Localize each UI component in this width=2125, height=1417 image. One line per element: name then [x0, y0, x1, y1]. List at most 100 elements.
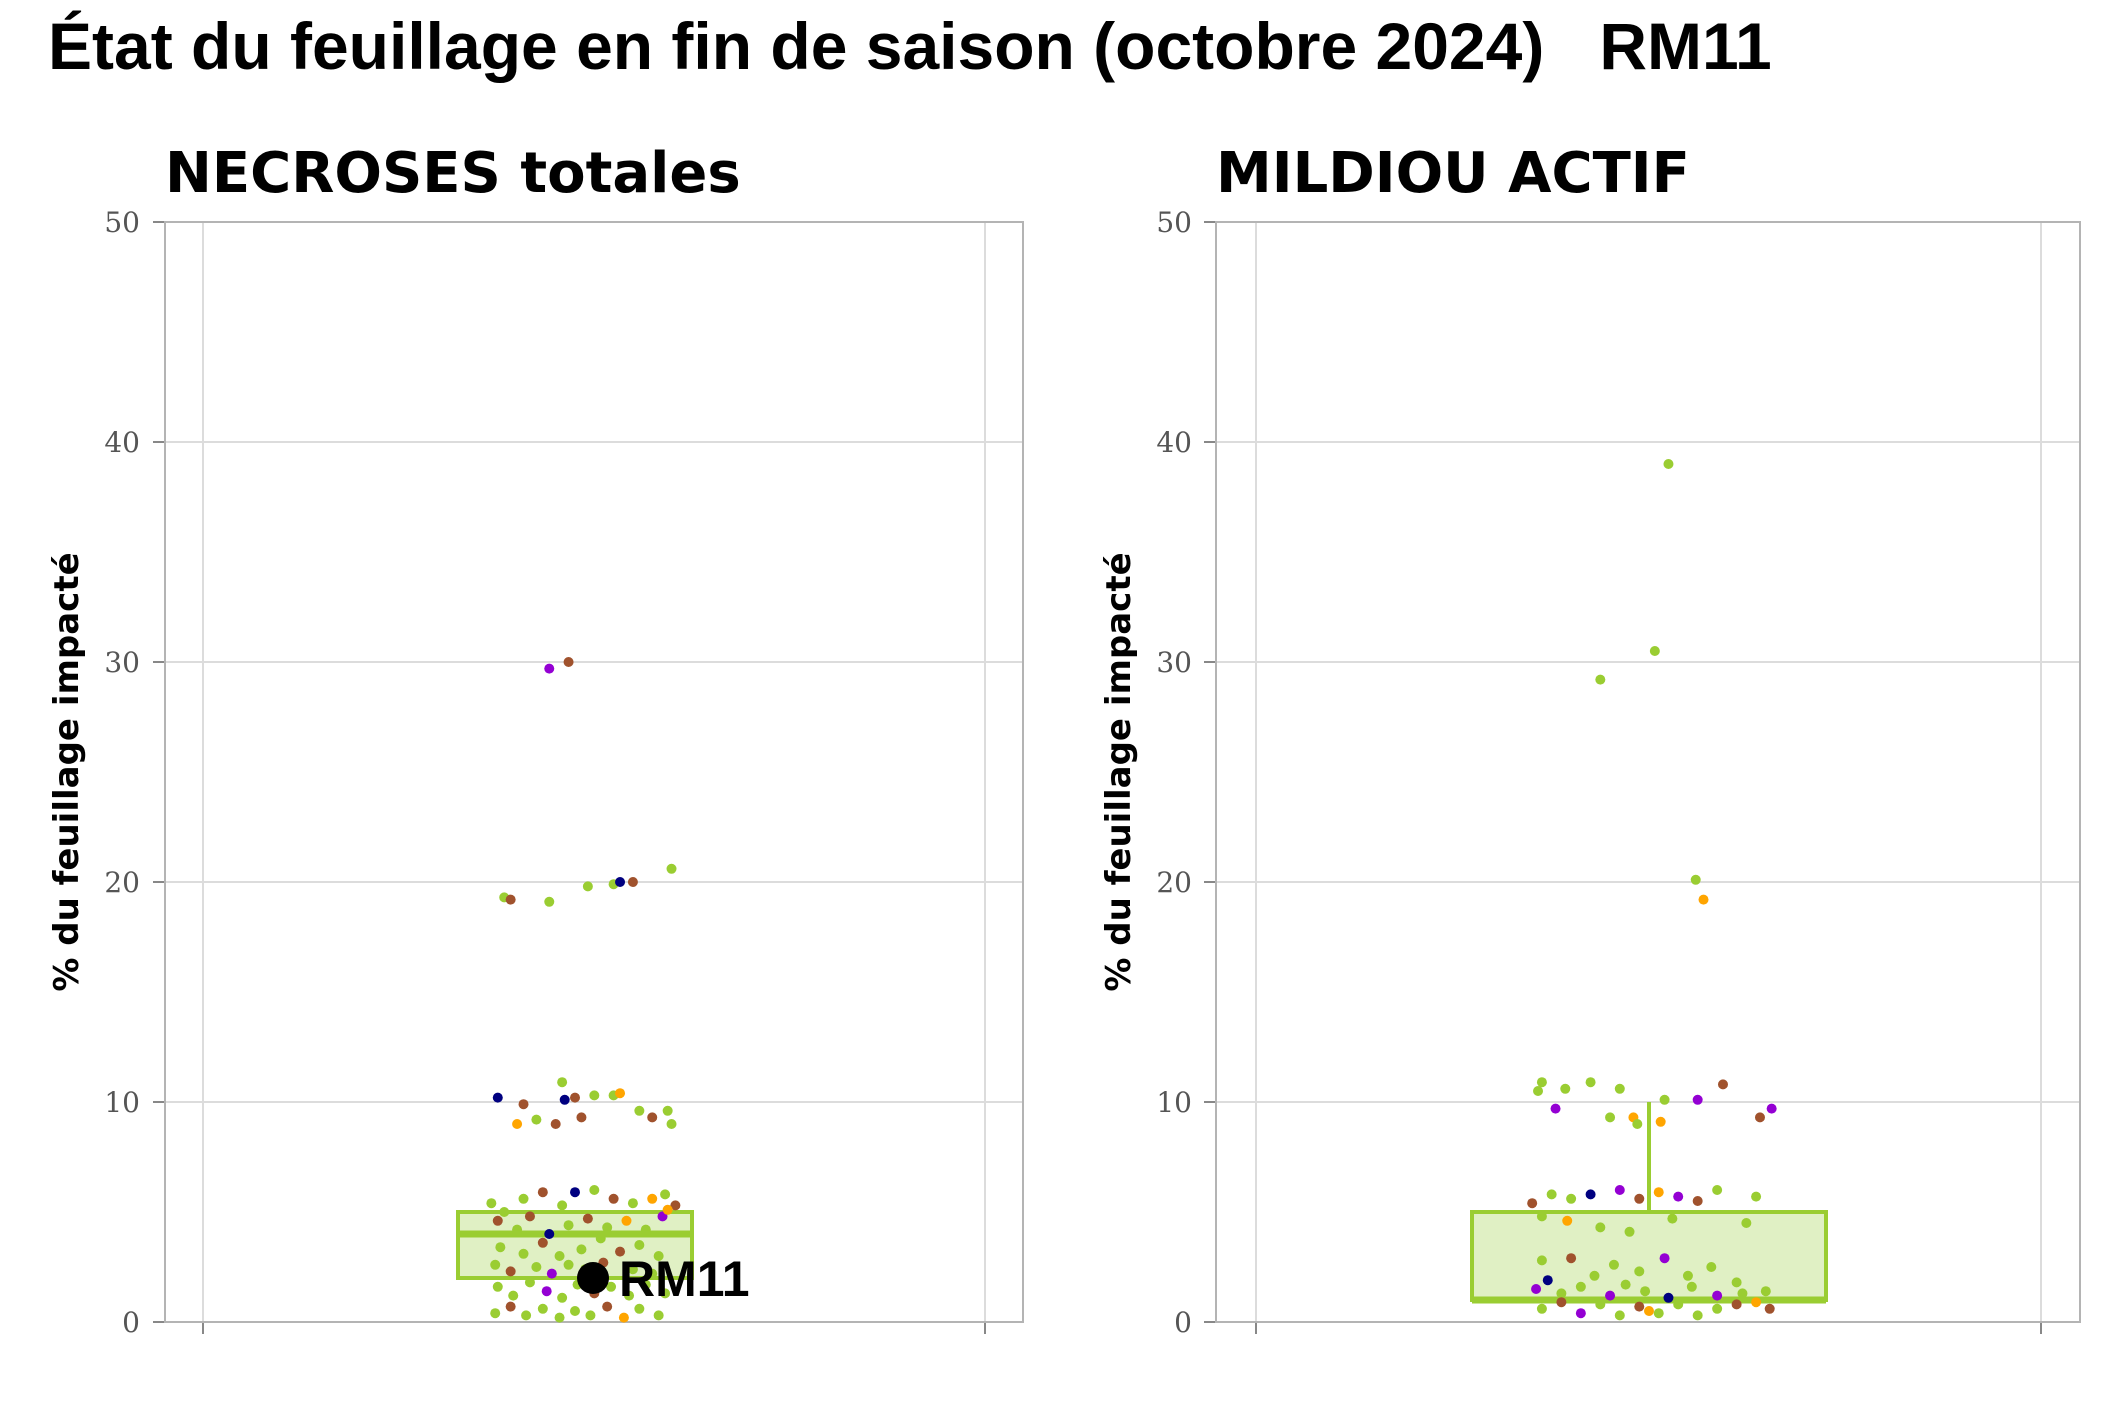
data-point	[1673, 1191, 1684, 1202]
data-point	[582, 1213, 593, 1224]
y-tick-label: 20	[1156, 866, 1192, 899]
data-point	[1712, 1290, 1723, 1301]
data-point	[537, 1187, 548, 1198]
data-point	[1737, 1288, 1748, 1299]
data-point	[615, 1088, 626, 1099]
data-point	[505, 894, 516, 905]
data-point	[1605, 1112, 1616, 1123]
data-point	[512, 1119, 523, 1129]
data-point	[1682, 1270, 1693, 1281]
data-point	[647, 1112, 658, 1123]
data-point	[1595, 1222, 1606, 1233]
data-point	[1706, 1262, 1717, 1272]
data-point	[627, 877, 638, 887]
data-point	[490, 1308, 501, 1319]
data-point	[1692, 1310, 1703, 1321]
data-point	[544, 663, 555, 674]
data-point	[505, 1266, 516, 1277]
data-point	[531, 1262, 542, 1272]
data-point	[492, 1092, 503, 1103]
data-point	[666, 863, 677, 874]
y-tick-label: 40	[1156, 426, 1192, 459]
data-point	[595, 1233, 606, 1244]
data-point	[563, 1259, 574, 1270]
data-point	[627, 1198, 638, 1209]
data-point	[1634, 1301, 1645, 1312]
data-point	[1667, 1213, 1678, 1224]
data-point	[621, 1215, 632, 1226]
data-point	[1531, 1284, 1542, 1294]
data-point	[557, 1292, 568, 1303]
panel-title: MILDIOU ACTIF	[1216, 141, 1690, 206]
data-point	[1653, 1308, 1664, 1319]
y-tick-label: 50	[1156, 206, 1192, 239]
data-point	[1595, 1299, 1606, 1310]
data-point	[1634, 1266, 1645, 1277]
data-point	[666, 1119, 677, 1129]
plot-frame	[1215, 221, 2081, 1323]
data-point	[544, 896, 555, 907]
data-point	[486, 1198, 497, 1209]
data-point	[624, 1290, 635, 1301]
data-point	[602, 1222, 613, 1233]
data-point	[615, 1246, 626, 1257]
data-point	[1575, 1308, 1586, 1319]
data-point	[563, 657, 574, 667]
data-point	[602, 1301, 613, 1312]
data-point	[1712, 1185, 1723, 1195]
panel-mildiou: MILDIOU ACTIF 0 10 20 30 40 50 % du feuillage i…	[1099, 141, 2081, 1339]
y-tick-label: 10	[104, 1086, 140, 1119]
data-point	[670, 1200, 681, 1211]
data-point	[518, 1099, 529, 1110]
data-point	[634, 1105, 645, 1116]
data-point	[1686, 1281, 1697, 1292]
data-point	[1536, 1211, 1547, 1222]
data-point	[1754, 1112, 1765, 1123]
data-point	[1644, 1306, 1654, 1316]
data-point	[544, 1229, 555, 1239]
data-point	[1605, 1290, 1616, 1301]
data-point	[570, 1092, 580, 1103]
data-point	[1562, 1215, 1573, 1226]
data-point	[1751, 1297, 1762, 1308]
data-point	[1764, 1303, 1775, 1314]
data-point	[662, 1105, 673, 1116]
data-point	[1717, 1079, 1728, 1090]
data-point	[1649, 646, 1660, 656]
data-point	[559, 1094, 570, 1105]
data-point	[1556, 1288, 1567, 1299]
data-point	[490, 1259, 501, 1270]
data-point	[537, 1237, 548, 1248]
data-point	[1536, 1303, 1547, 1314]
data-point	[1766, 1103, 1777, 1114]
data-point	[615, 877, 626, 887]
data-point	[606, 1281, 617, 1292]
data-point	[557, 1077, 568, 1088]
data-point	[647, 1193, 658, 1204]
data-point	[634, 1240, 645, 1250]
y-tick-label: 30	[1156, 646, 1192, 679]
data-point	[647, 1268, 658, 1279]
data-point	[1589, 1270, 1600, 1281]
data-point	[1566, 1253, 1577, 1264]
data-point	[585, 1310, 596, 1321]
data-point	[1620, 1279, 1631, 1290]
data-point	[640, 1279, 651, 1290]
data-point	[1556, 1297, 1567, 1308]
data-point	[634, 1303, 645, 1314]
data-point	[521, 1310, 532, 1321]
data-point	[1560, 1083, 1571, 1094]
data-point	[1550, 1103, 1561, 1114]
panel-title: NECROSES totales	[165, 141, 741, 206]
data-point	[557, 1200, 568, 1211]
data-point	[1536, 1255, 1547, 1266]
data-point	[1655, 1116, 1666, 1127]
data-point	[1731, 1299, 1742, 1310]
y-axis-label: % du feuillage impacté	[47, 552, 87, 991]
data-point	[1760, 1286, 1771, 1297]
data-point	[618, 1312, 629, 1323]
y-tick-label: 30	[104, 646, 140, 679]
data-point	[1595, 674, 1606, 685]
y-axis-label: % du feuillage impacté	[1099, 552, 1139, 991]
